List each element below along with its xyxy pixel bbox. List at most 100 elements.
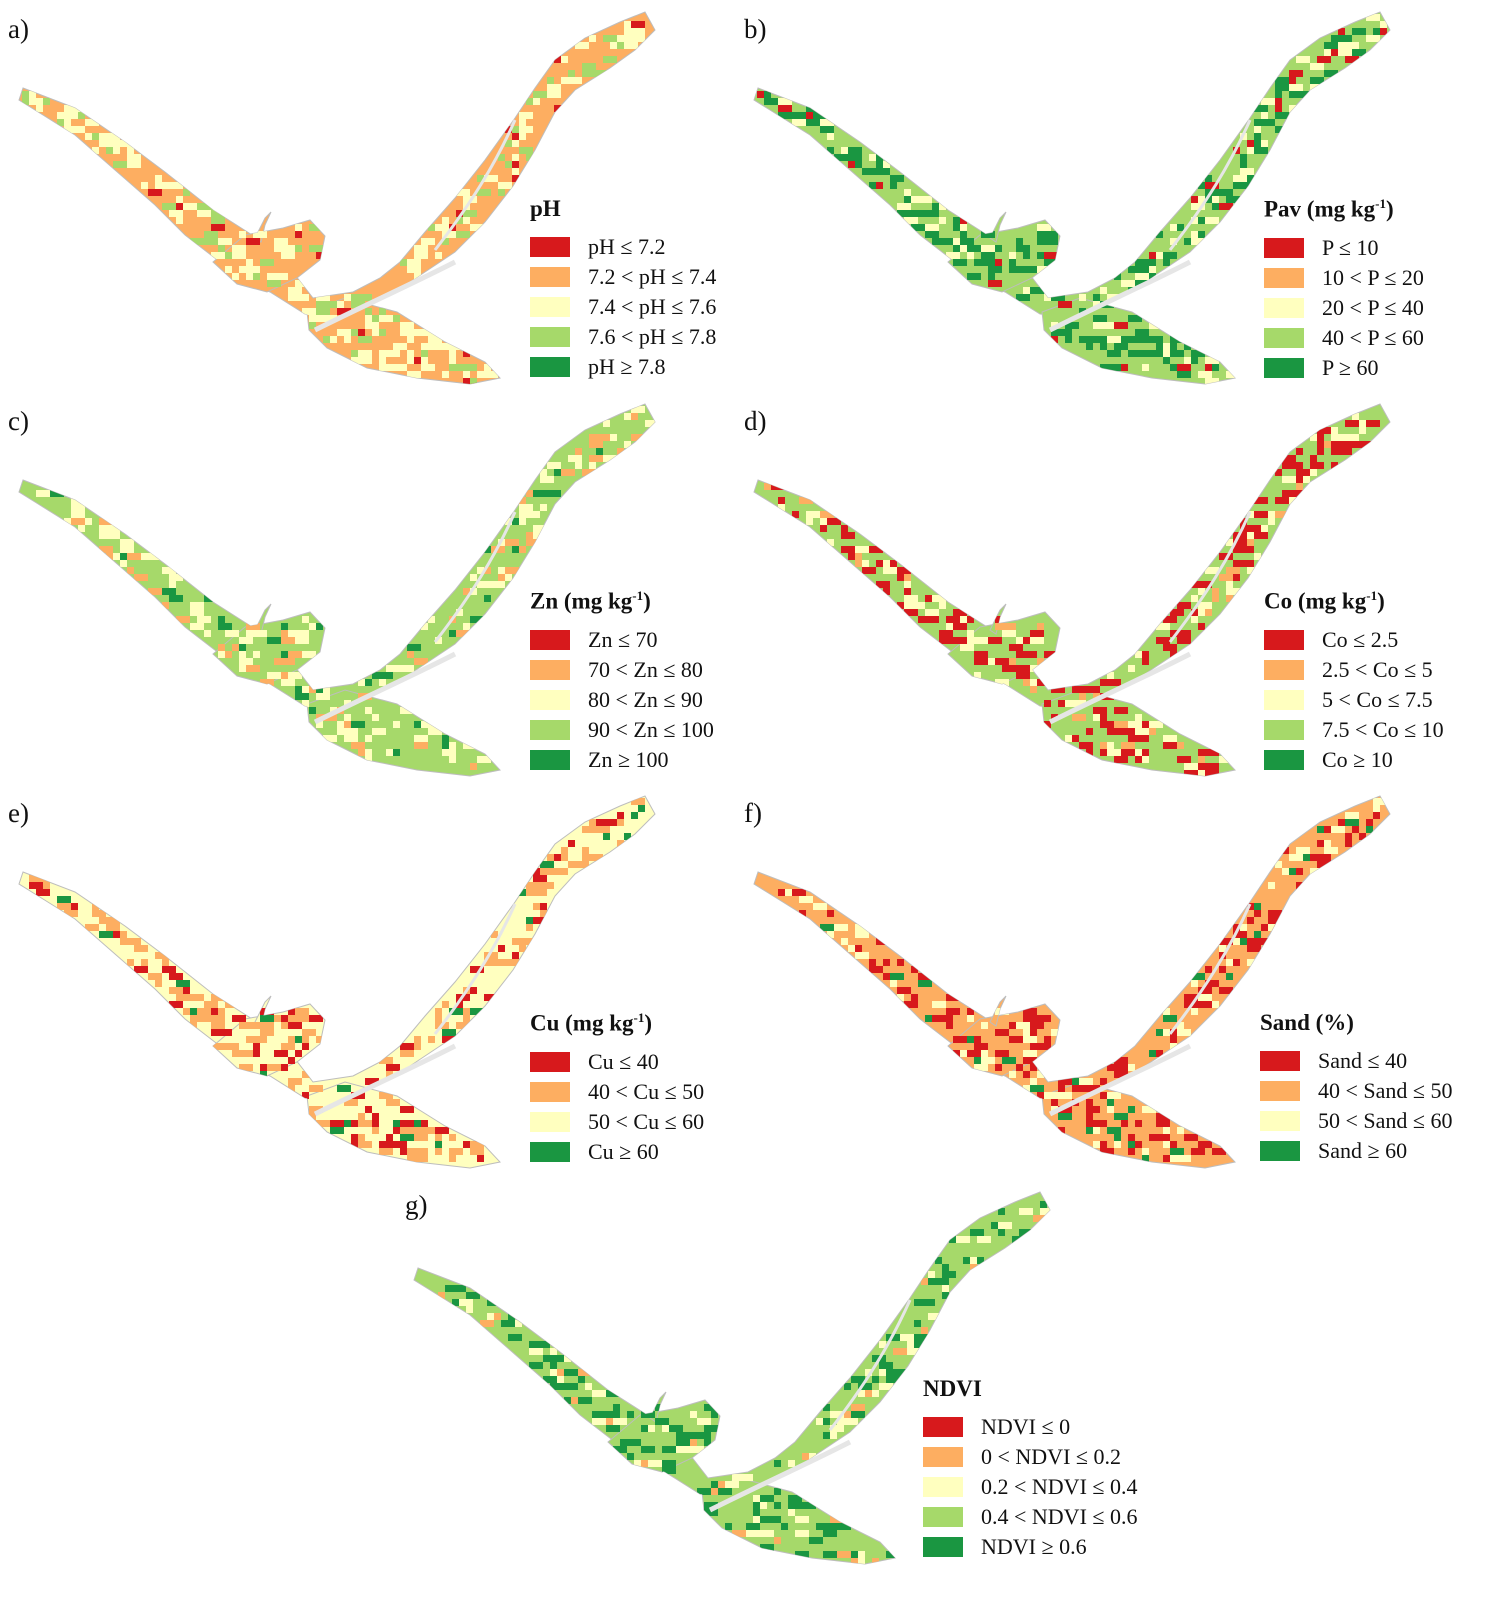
parcel: [1100, 721, 1114, 728]
parcel: [641, 1446, 655, 1453]
parcel: [330, 1127, 344, 1134]
parcel: [921, 1334, 928, 1341]
parcel: [225, 266, 232, 273]
parcel: [1016, 238, 1023, 245]
parcel: [1275, 126, 1289, 133]
parcel: [932, 1001, 946, 1008]
parcel: [1114, 721, 1128, 728]
parcel: [449, 756, 456, 763]
parcel: [844, 1523, 851, 1530]
parcel: [613, 1418, 627, 1425]
parcel: [792, 112, 806, 119]
parcel: [1044, 231, 1058, 238]
parcel: [1093, 294, 1100, 301]
parcel: [1352, 826, 1359, 833]
parcel: [1030, 686, 1037, 693]
parcel: [1023, 1008, 1037, 1015]
parcel: [932, 231, 939, 238]
parcel: [99, 532, 106, 539]
parcel: [1219, 189, 1233, 196]
parcel: [1310, 84, 1324, 91]
parcel: [704, 1425, 711, 1432]
parcel: [704, 1404, 718, 1411]
parcel: [981, 245, 995, 252]
legend-label: P ≥ 60: [1322, 354, 1379, 380]
parcel: [648, 1460, 662, 1467]
parcel: [442, 1001, 449, 1008]
legend-title-text: pH: [530, 196, 561, 221]
parcel: [848, 147, 862, 154]
parcel: [704, 1439, 711, 1446]
parcel: [883, 588, 890, 595]
parcel: [365, 735, 372, 742]
parcel: [452, 1285, 466, 1292]
parcel: [1037, 1092, 1044, 1099]
parcel: [1205, 182, 1219, 189]
parcel: [872, 1376, 879, 1383]
parcel: [400, 1106, 414, 1113]
parcel: [904, 196, 911, 203]
parcel: [372, 315, 379, 322]
parcel: [1317, 826, 1324, 833]
parcel: [631, 812, 638, 819]
parcel: [456, 609, 463, 616]
parcel: [92, 910, 106, 917]
parcel: [1037, 623, 1044, 630]
parcel: [820, 119, 834, 126]
parcel: [253, 651, 260, 658]
parcel: [995, 679, 1009, 686]
parcel: [253, 1036, 267, 1043]
parcel: [1261, 532, 1268, 539]
parcel: [169, 1001, 183, 1008]
parcel: [778, 504, 785, 511]
legend-label: NDVI ≤ 0: [981, 1414, 1071, 1439]
parcel: [407, 1127, 421, 1134]
parcel: [907, 1348, 921, 1355]
parcel: [106, 525, 120, 532]
parcel: [1317, 434, 1324, 441]
parcel: [830, 1432, 837, 1439]
parcel: [823, 1530, 837, 1537]
parcel: [1254, 910, 1261, 917]
parcel: [260, 259, 267, 266]
parcel: [211, 224, 225, 231]
parcel: [421, 357, 428, 364]
parcel: [162, 203, 176, 210]
legend-item: 0 < NDVI ≤ 0.2: [923, 1442, 1137, 1472]
parcel: [575, 42, 589, 49]
parcel: [480, 1320, 494, 1327]
parcel: [1135, 1120, 1142, 1127]
parcel: [183, 189, 190, 196]
parcel: [1142, 1155, 1149, 1162]
legend-item: 70 < Zn ≤ 80: [530, 655, 714, 685]
parcel: [1121, 749, 1135, 756]
parcel: [921, 1278, 928, 1285]
parcel: [484, 371, 498, 378]
parcel: [211, 210, 225, 217]
parcel: [498, 182, 512, 189]
parcel: [421, 1120, 428, 1127]
parcel: [1191, 973, 1205, 980]
parcel: [1317, 441, 1324, 448]
legend-label: 2.5 < Co ≤ 5: [1322, 656, 1433, 682]
parcel: [711, 1488, 718, 1495]
road: [433, 511, 517, 643]
legend-title: Pav (mg kg-1): [1264, 196, 1424, 223]
parcel: [1233, 546, 1247, 553]
parcel: [71, 518, 85, 525]
parcel: [533, 903, 540, 910]
parcel: [617, 812, 624, 819]
parcel: [442, 238, 449, 245]
parcel: [1317, 427, 1324, 434]
parcel: [1128, 1106, 1135, 1113]
parcel: [998, 1229, 1005, 1236]
legend-label: 40 < Cu ≤ 50: [588, 1078, 705, 1104]
legend-label: 70 < Zn ≤ 80: [588, 656, 703, 682]
parcel: [627, 1411, 634, 1418]
legend-title-end: ): [644, 1010, 653, 1036]
parcel: [127, 147, 134, 154]
parcel: [162, 588, 176, 595]
parcel: [1121, 1120, 1128, 1127]
parcel: [554, 490, 561, 497]
parcel: [1331, 427, 1338, 434]
